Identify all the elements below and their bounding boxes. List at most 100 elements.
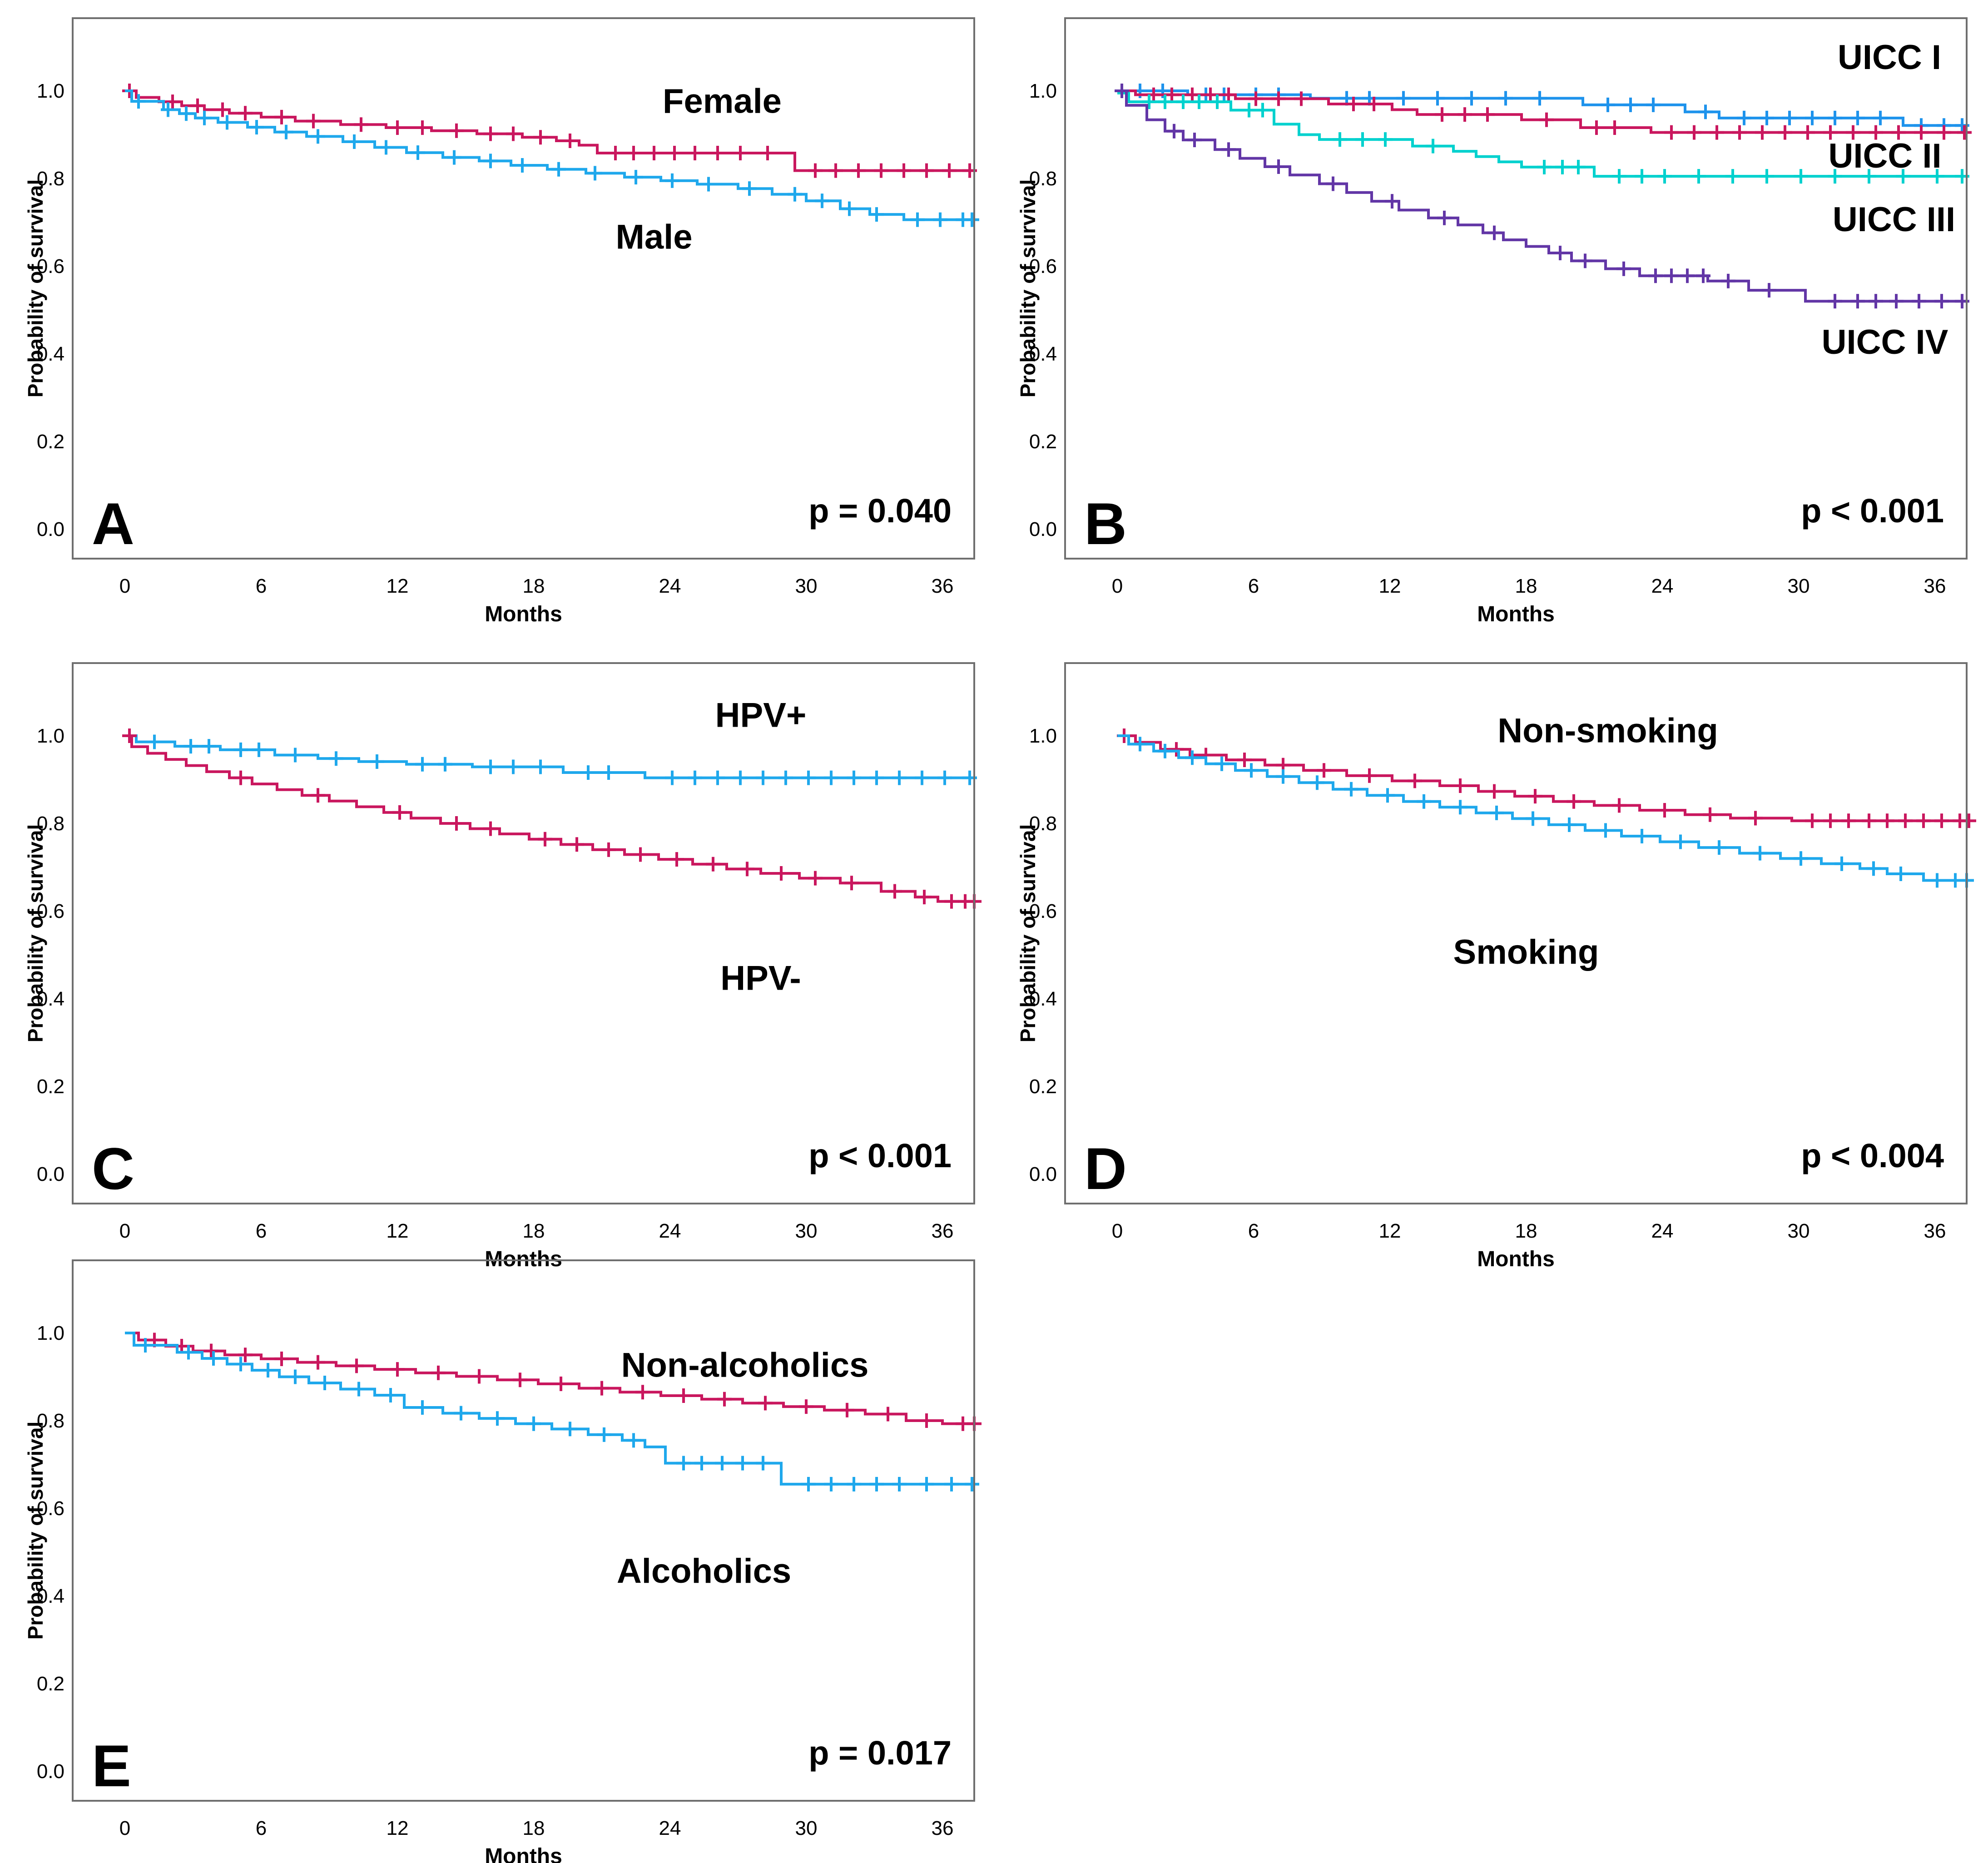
y-tick-label: 1.0 (37, 80, 64, 102)
survival-curve-uicc-4 (1117, 89, 1967, 303)
panel-letter: C (92, 1135, 134, 1202)
censor-marks-uicc-3 (1142, 94, 1969, 184)
plot-border (72, 17, 975, 560)
y-tick-label: 0.0 (1029, 1163, 1057, 1185)
series-label-uicc-2: UICC II (1828, 137, 1941, 175)
x-tick-label: 36 (1924, 1220, 1946, 1242)
y-tick-label: 0.6 (37, 1497, 64, 1520)
panel-letter: B (1084, 491, 1127, 557)
series-label-smoking: Smoking (1453, 933, 1599, 971)
y-tick-label: 0.0 (37, 1760, 64, 1783)
panel-c-chart: 1.0 0.8 0.6 0.4 0.2 0.0 0 6 12 18 24 30 36 Months Prob… (27, 662, 982, 1271)
y-tick-label: 0.8 (37, 1410, 64, 1432)
series-label-non-smoking: Non-smoking (1497, 711, 1718, 750)
x-tick-label: 0 (119, 1817, 130, 1839)
y-tick-label: 1.0 (1029, 80, 1057, 102)
x-tick-label: 36 (1924, 575, 1946, 597)
survival-curve-uicc-3 (1117, 91, 1967, 178)
x-tick-label: 36 (932, 1220, 954, 1242)
y-axis-title: Probability of survival (1020, 179, 1040, 398)
y-tick-label: 0.8 (37, 168, 64, 190)
x-axis-title: Months (485, 602, 562, 626)
y-tick-label: 0.2 (37, 1673, 64, 1695)
y-tick-label: 0.2 (1029, 431, 1057, 453)
x-tick-label: 30 (795, 1220, 818, 1242)
x-tick-label: 6 (1248, 1220, 1259, 1242)
x-axis-title: Months (1477, 1247, 1555, 1271)
panel-b-chart: 1.0 0.8 0.6 0.4 0.2 0.0 0 6 12 18 24 30 36 Months Prob… (1020, 17, 1972, 626)
y-tick-label: 0.4 (1029, 343, 1057, 365)
p-value-label: p < 0.004 (1801, 1137, 1944, 1174)
panel-letter: E (92, 1733, 131, 1799)
series-label-hpv-positive: HPV+ (715, 696, 807, 735)
y-tick-label: 0.2 (37, 431, 64, 453)
y-axis-title: Probability of survival (27, 1422, 47, 1640)
y-axis-title: Probability of survival (1020, 824, 1040, 1043)
x-tick-label: 6 (256, 575, 267, 597)
censor-marks-female (122, 84, 977, 178)
y-tick-label: 0.0 (1029, 518, 1057, 540)
censor-marks-uicc-4 (1115, 84, 1969, 309)
series-label-male: Male (616, 218, 693, 256)
y-tick-label: 0.6 (37, 900, 64, 922)
p-value-label: p = 0.017 (808, 1734, 952, 1772)
p-value-label: p = 0.040 (808, 492, 952, 530)
x-tick-label: 0 (1112, 575, 1123, 597)
series-label-uicc-3: UICC III (1833, 200, 1955, 239)
y-tick-label: 0.4 (37, 343, 64, 365)
censor-marks-alcoholics (138, 1338, 979, 1491)
x-axis-title: Months (485, 1247, 562, 1271)
y-tick-label: 0.0 (37, 1163, 64, 1185)
y-tick-label: 1.0 (1029, 725, 1057, 747)
panel-letter: A (92, 491, 134, 557)
x-tick-label: 24 (659, 1220, 681, 1242)
y-tick-label: 0.8 (1029, 813, 1057, 835)
x-tick-label: 24 (1651, 575, 1674, 597)
survival-curve-male (125, 89, 974, 221)
y-tick-label: 0.4 (37, 988, 64, 1010)
x-tick-label: 30 (795, 1817, 818, 1839)
y-tick-label: 0.2 (37, 1075, 64, 1098)
y-tick-label: 0.4 (37, 1585, 64, 1607)
x-tick-label: 6 (1248, 575, 1259, 597)
plot-border (72, 1259, 975, 1802)
x-tick-label: 12 (387, 1817, 409, 1839)
panel-a-chart: 1.0 0.8 0.6 0.4 0.2 0.0 0 6 12 18 24 30 36 Months Prob… (27, 17, 979, 626)
y-axis-title: Probability of survival (27, 179, 47, 398)
x-tick-label: 24 (659, 575, 681, 597)
y-tick-label: 1.0 (37, 725, 64, 747)
y-tick-label: 0.6 (1029, 900, 1057, 922)
y-tick-label: 0.4 (1029, 988, 1057, 1010)
x-axis-title: Months (485, 1844, 562, 1863)
x-tick-label: 0 (119, 575, 130, 597)
x-tick-label: 36 (932, 575, 954, 597)
x-tick-label: 18 (523, 1817, 545, 1839)
x-tick-label: 12 (1379, 575, 1401, 597)
series-label-non-alcoholics: Non-alcoholics (621, 1346, 869, 1385)
censor-marks-uicc-2 (1146, 87, 1972, 140)
panel-d-chart: 1.0 0.8 0.6 0.4 0.2 0.0 0 6 12 18 24 30 36 Months Prob… (1020, 662, 1976, 1271)
plot-border (1064, 662, 1968, 1204)
x-tick-label: 6 (256, 1817, 267, 1839)
y-tick-label: 0.0 (37, 518, 64, 540)
y-axis-title: Probability of survival (27, 824, 47, 1043)
series-label-female: Female (663, 82, 782, 120)
series-label-uicc-1: UICC I (1838, 38, 1941, 77)
x-tick-label: 18 (1515, 575, 1537, 597)
x-tick-label: 30 (795, 575, 818, 597)
panel-e-chart: 1.0 0.8 0.6 0.4 0.2 0.0 0 6 12 18 24 30 36 Months Prob… (27, 1259, 982, 1863)
x-tick-label: 24 (1651, 1220, 1674, 1242)
x-tick-label: 24 (659, 1817, 681, 1839)
censor-marks-uicc-1 (1133, 84, 1969, 133)
survival-curve-hpv-positive (125, 734, 974, 779)
plot-border (72, 662, 975, 1204)
censor-marks-hpv-positive (147, 734, 977, 785)
y-tick-label: 1.0 (37, 1322, 64, 1344)
survival-curve-female (125, 89, 974, 172)
x-tick-label: 6 (256, 1220, 267, 1242)
x-tick-label: 12 (387, 1220, 409, 1242)
y-tick-label: 0.8 (37, 813, 64, 835)
survival-curve-non-smoking (1117, 734, 1967, 822)
x-tick-label: 0 (1112, 1220, 1123, 1242)
